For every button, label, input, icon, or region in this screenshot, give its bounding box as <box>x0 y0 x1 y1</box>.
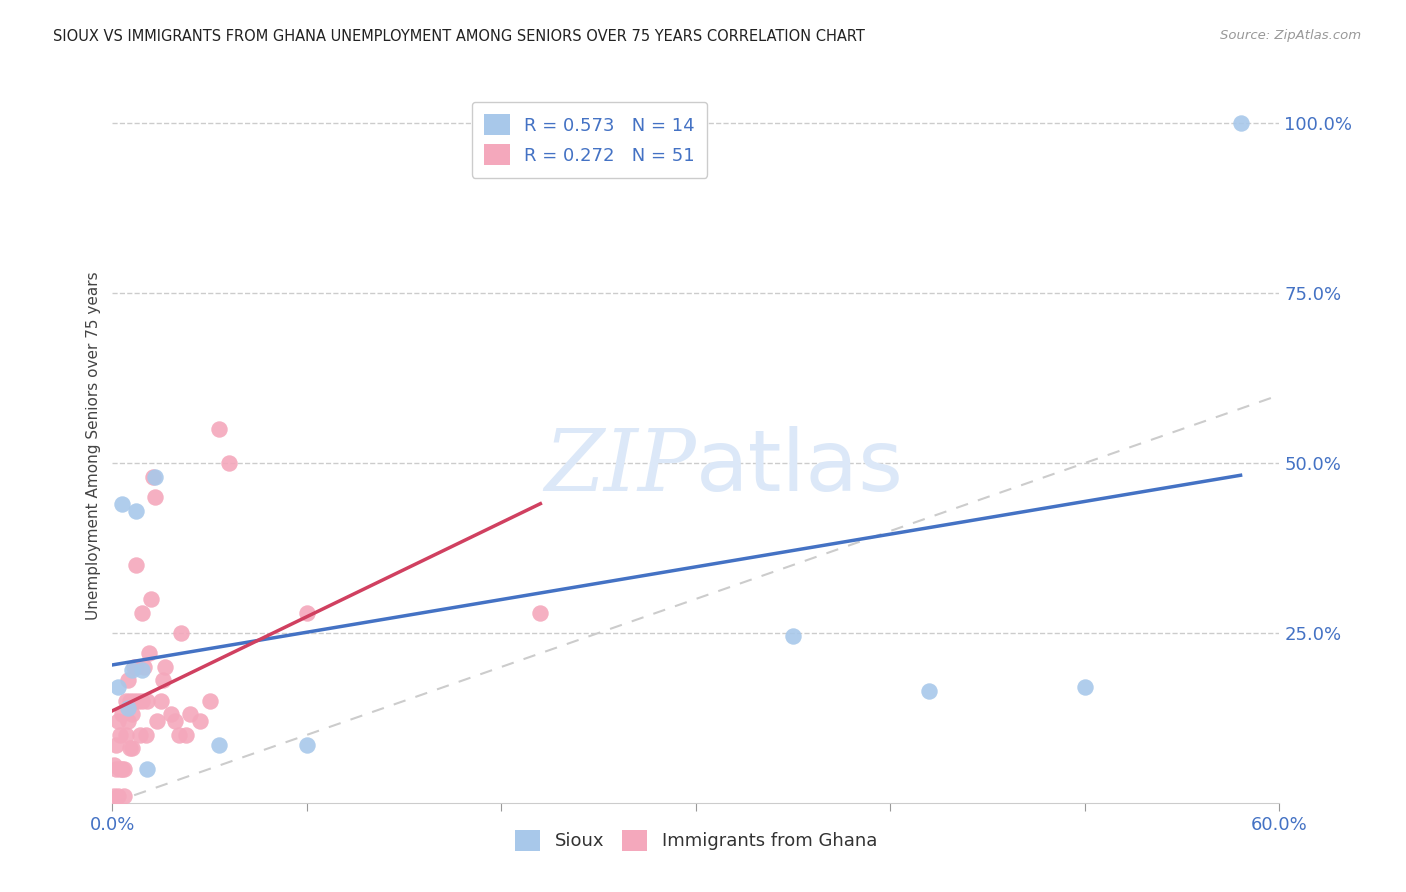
Point <box>121 707 143 722</box>
Text: Source: ZipAtlas.com: Source: ZipAtlas.com <box>1220 29 1361 42</box>
Point <box>208 422 231 436</box>
Point <box>131 694 153 708</box>
Point <box>141 591 163 606</box>
Point <box>121 663 143 677</box>
Point <box>127 694 149 708</box>
Y-axis label: Unemployment Among Seniors over 75 years: Unemployment Among Seniors over 75 years <box>86 272 101 620</box>
Point <box>152 673 174 688</box>
Point <box>131 606 153 620</box>
Point <box>125 558 148 572</box>
Text: atlas: atlas <box>696 425 904 509</box>
Point <box>107 714 129 729</box>
Point <box>128 728 150 742</box>
Point <box>122 660 145 674</box>
Point <box>198 694 221 708</box>
Point <box>115 728 138 742</box>
Point <box>118 741 141 756</box>
Point <box>918 683 941 698</box>
Point <box>132 660 155 674</box>
Point <box>105 738 128 752</box>
Point <box>103 758 125 772</box>
Point <box>782 629 804 643</box>
Point <box>117 714 139 729</box>
Point <box>1229 116 1251 130</box>
Point <box>142 469 165 483</box>
Point <box>110 762 132 776</box>
Point <box>150 694 173 708</box>
Text: SIOUX VS IMMIGRANTS FROM GHANA UNEMPLOYMENT AMONG SENIORS OVER 75 YEARS CORRELAT: SIOUX VS IMMIGRANTS FROM GHANA UNEMPLOYM… <box>53 29 865 44</box>
Point <box>167 728 190 742</box>
Point <box>115 694 138 708</box>
Point <box>529 606 551 620</box>
Point <box>122 694 145 708</box>
Point <box>295 738 318 752</box>
Point <box>153 660 176 674</box>
Point <box>295 606 318 620</box>
Point <box>135 728 157 742</box>
Point <box>136 762 159 776</box>
Point <box>117 700 139 714</box>
Point <box>118 694 141 708</box>
Point <box>112 762 135 776</box>
Point <box>103 789 125 803</box>
Point <box>136 694 159 708</box>
Point <box>125 503 148 517</box>
Point <box>117 673 139 688</box>
Point <box>143 469 166 483</box>
Point <box>163 714 186 729</box>
Point <box>138 646 160 660</box>
Point <box>112 789 135 803</box>
Text: ZIP: ZIP <box>544 426 696 508</box>
Point <box>146 714 169 729</box>
Point <box>111 762 134 776</box>
Point <box>107 789 129 803</box>
Point <box>188 714 211 729</box>
Point <box>131 663 153 677</box>
Point <box>179 707 201 722</box>
Point <box>111 497 134 511</box>
Point <box>160 707 183 722</box>
Point <box>176 728 198 742</box>
Point <box>121 741 143 756</box>
Point <box>1074 680 1097 694</box>
Point <box>125 660 148 674</box>
Point <box>208 738 231 752</box>
Point <box>169 626 191 640</box>
Point <box>143 490 166 504</box>
Legend: Sioux, Immigrants from Ghana: Sioux, Immigrants from Ghana <box>508 822 884 858</box>
Point <box>111 707 134 722</box>
Point <box>107 680 129 694</box>
Point <box>218 456 240 470</box>
Point <box>110 728 132 742</box>
Point <box>105 762 128 776</box>
